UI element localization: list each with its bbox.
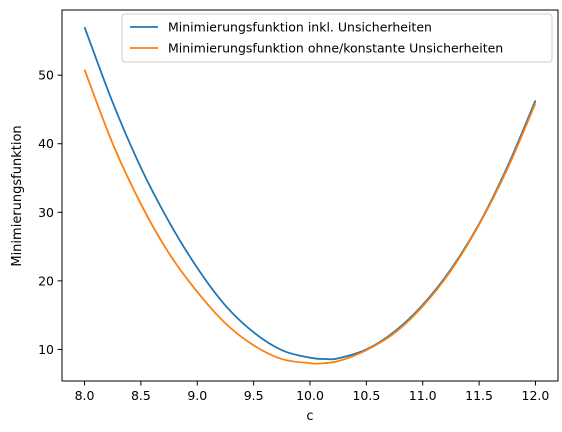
legend: Minimierungsfunktion inkl. Unsicherheite… [122,14,552,62]
x-tick-label: 11.0 [409,388,437,403]
x-tick-label: 12.0 [522,388,550,403]
y-tick-label: 40 [38,136,54,151]
x-axis-label: c [306,409,313,424]
x-tick-label: 9.0 [187,388,207,403]
x-tick-label: 10.0 [296,388,324,403]
x-tick-label: 8.0 [75,388,95,403]
y-tick-label: 50 [38,68,54,83]
y-axis-label: Minimierungsfunktion [10,125,25,266]
legend-label-1: Minimierungsfunktion inkl. Unsicherheite… [168,20,432,35]
x-tick-label: 11.5 [465,388,493,403]
x-tick-label: 10.5 [352,388,380,403]
legend-label-2: Minimierungsfunktion ohne/konstante Unsi… [168,41,503,56]
y-tick-label: 20 [38,273,54,288]
x-tick-label: 8.5 [131,388,151,403]
y-tick-label: 10 [38,342,54,357]
x-tick-label: 9.5 [244,388,264,403]
y-tick-label: 30 [38,205,54,220]
